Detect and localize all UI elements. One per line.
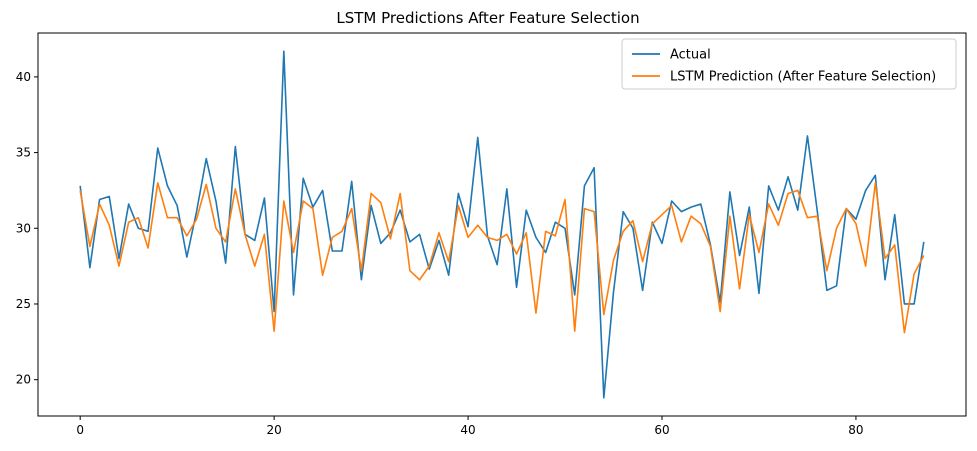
x-tick-label: 60 [654,423,669,437]
plot-frame [37,32,967,417]
series-line-0 [79,50,925,399]
legend: Actual LSTM Prediction (After Feature Sel… [621,38,957,90]
x-tick-label: 20 [266,423,281,437]
x-axis: 0 20 40 60 80 [76,416,864,437]
legend-box [621,38,957,90]
series-line-1 [79,182,925,334]
x-tick-label: 0 [76,423,84,437]
y-tick-label: 35 [16,146,31,160]
y-tick-label: 30 [16,221,31,235]
legend-label-1: LSTM Prediction (After Feature Selection… [670,70,936,85]
x-tick-label: 80 [848,423,863,437]
plot-area [79,50,925,399]
y-tick-label: 40 [16,70,31,84]
y-tick-label: 25 [16,297,31,311]
legend-label-0: Actual [670,48,711,63]
x-tick-label: 40 [460,423,475,437]
y-axis: 20 25 30 35 40 [16,70,38,387]
y-tick-label: 20 [16,373,31,387]
chart-title: LSTM Predictions After Feature Selection [336,9,639,27]
